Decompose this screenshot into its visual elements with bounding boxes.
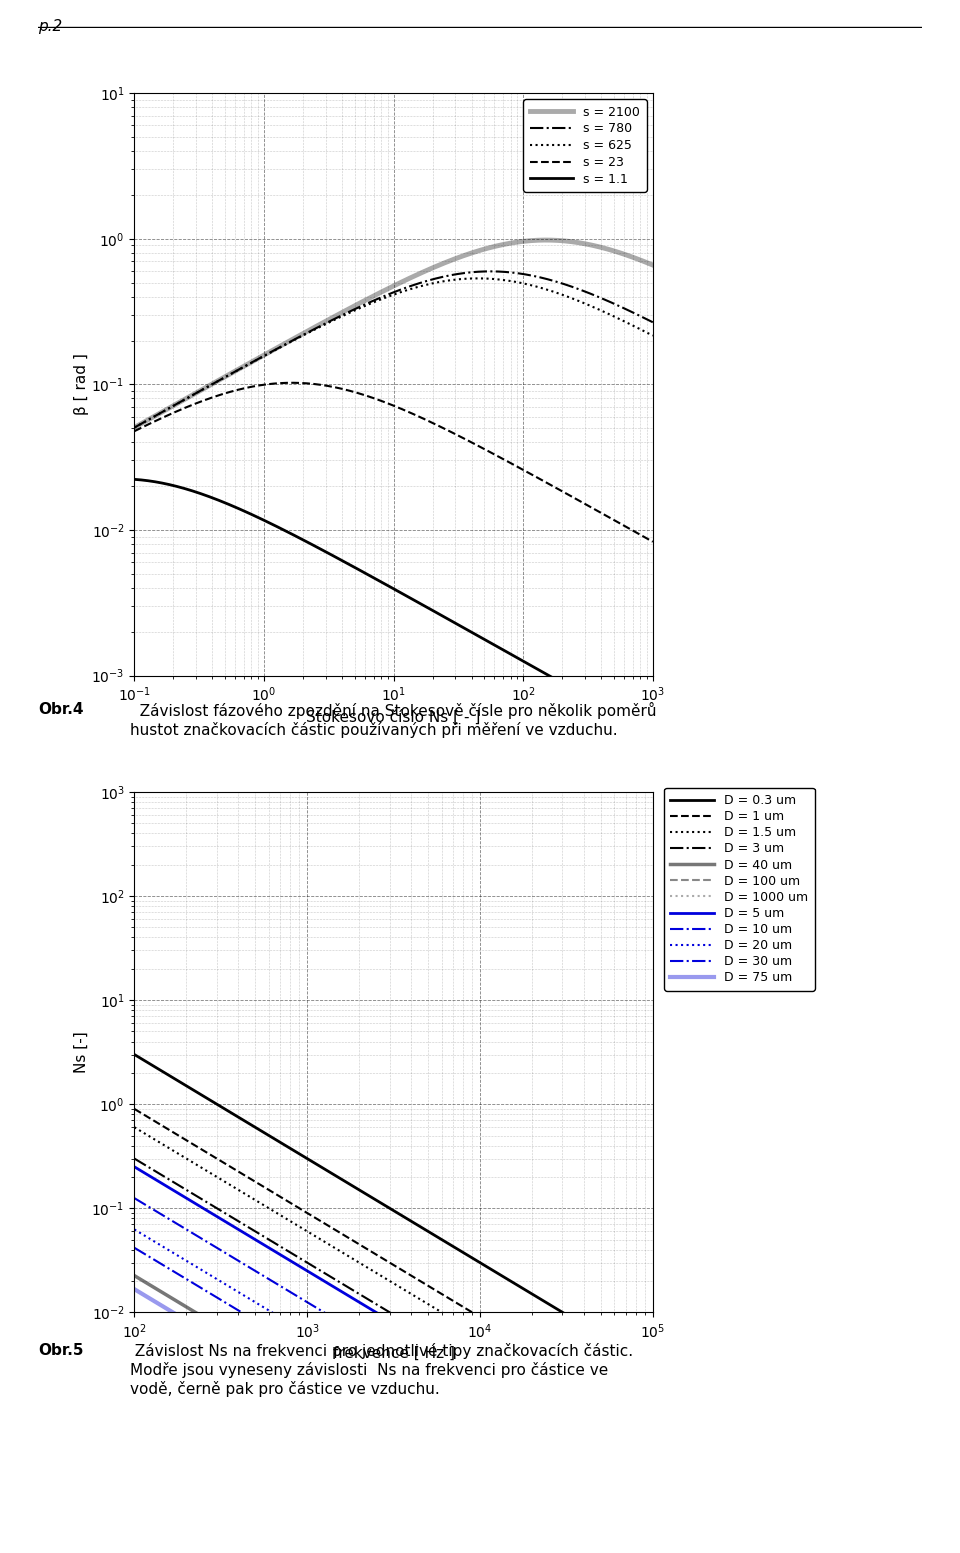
Legend: s = 2100, s = 780, s = 625, s = 23, s = 1.1: s = 2100, s = 780, s = 625, s = 23, s = … xyxy=(523,99,646,193)
X-axis label: Stokesovo číslo Ns [ - ]: Stokesovo číslo Ns [ - ] xyxy=(306,710,481,725)
Y-axis label: Ns [-]: Ns [-] xyxy=(74,1031,88,1073)
Text: Obr.4: Obr.4 xyxy=(38,702,84,717)
Text: Obr.5: Obr.5 xyxy=(38,1343,84,1359)
Text: Závislost fázového zpozdění na Stokesově čísle pro několik poměrů
hustot značkov: Závislost fázového zpozdění na Stokesově… xyxy=(130,702,656,738)
Legend: D = 0.3 um, D = 1 um, D = 1.5 um, D = 3 um, D = 40 um, D = 100 um, D = 1000 um, : D = 0.3 um, D = 1 um, D = 1.5 um, D = 3 … xyxy=(664,787,815,991)
Text: p.2: p.2 xyxy=(38,19,62,34)
Text: Závislost Ns na frekvenci pro jednotlivé tipy značkovacích částic.
Modře jsou vy: Závislost Ns na frekvenci pro jednotlivé… xyxy=(130,1343,633,1396)
X-axis label: frekvence [ Hz ]: frekvence [ Hz ] xyxy=(332,1346,455,1360)
Y-axis label: β [ rad ]: β [ rad ] xyxy=(74,354,88,415)
